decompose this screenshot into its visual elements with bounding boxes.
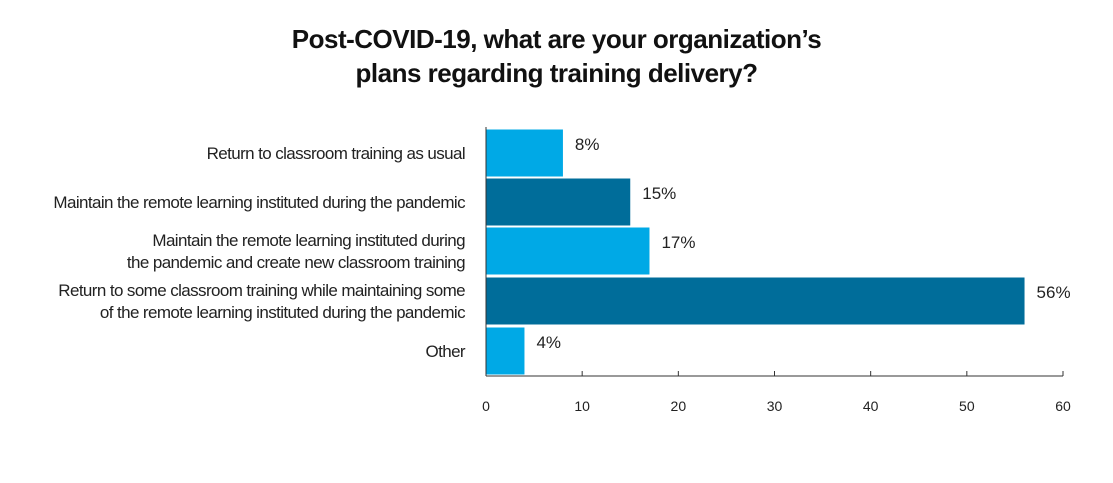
chart-title-line-2: plans regarding training delivery? (355, 58, 758, 88)
value-label-5: 4% (536, 333, 561, 352)
value-label-4: 56% (1037, 283, 1071, 302)
chart-title-line-1: Post-COVID-19, what are your organizatio… (291, 24, 822, 54)
bar-5 (486, 327, 525, 375)
x-tick-label-2: 20 (671, 398, 687, 414)
category-label-4-line-1: Return to some classroom training while … (58, 281, 465, 300)
category-label-2: Maintain the remote learning instituted … (53, 193, 466, 212)
x-tick-label-5: 50 (959, 398, 975, 414)
x-tick-label-1: 10 (574, 398, 590, 414)
value-label-1: 8% (575, 135, 600, 154)
x-tick-label-0: 0 (482, 398, 490, 414)
bars-layer (486, 129, 1025, 375)
bar-3 (486, 227, 650, 275)
category-label-1: Return to classroom training as usual (207, 144, 465, 163)
bar-1 (486, 129, 563, 177)
value-label-3: 17% (661, 233, 695, 252)
category-label-3-line-2: the pandemic and create new classroom tr… (127, 253, 465, 272)
value-label-2: 15% (642, 184, 676, 203)
x-axis: 0 10 20 30 40 50 60 (482, 127, 1071, 414)
x-tick-label-6: 60 (1055, 398, 1071, 414)
category-label-5: Other (425, 342, 465, 361)
chart-title: Post-COVID-19, what are your organizatio… (0, 22, 1113, 90)
bar-4 (486, 277, 1025, 325)
bar-2 (486, 178, 631, 226)
category-label-3-line-1: Maintain the remote learning instituted … (152, 231, 465, 250)
category-labels: Return to classroom training as usual Mai… (53, 144, 466, 361)
x-tick-label-3: 30 (767, 398, 783, 414)
category-label-4-line-2: of the remote learning instituted during… (100, 303, 466, 322)
value-labels: 8% 15% 17% 56% 4% (536, 135, 1070, 352)
x-tick-label-4: 40 (863, 398, 879, 414)
